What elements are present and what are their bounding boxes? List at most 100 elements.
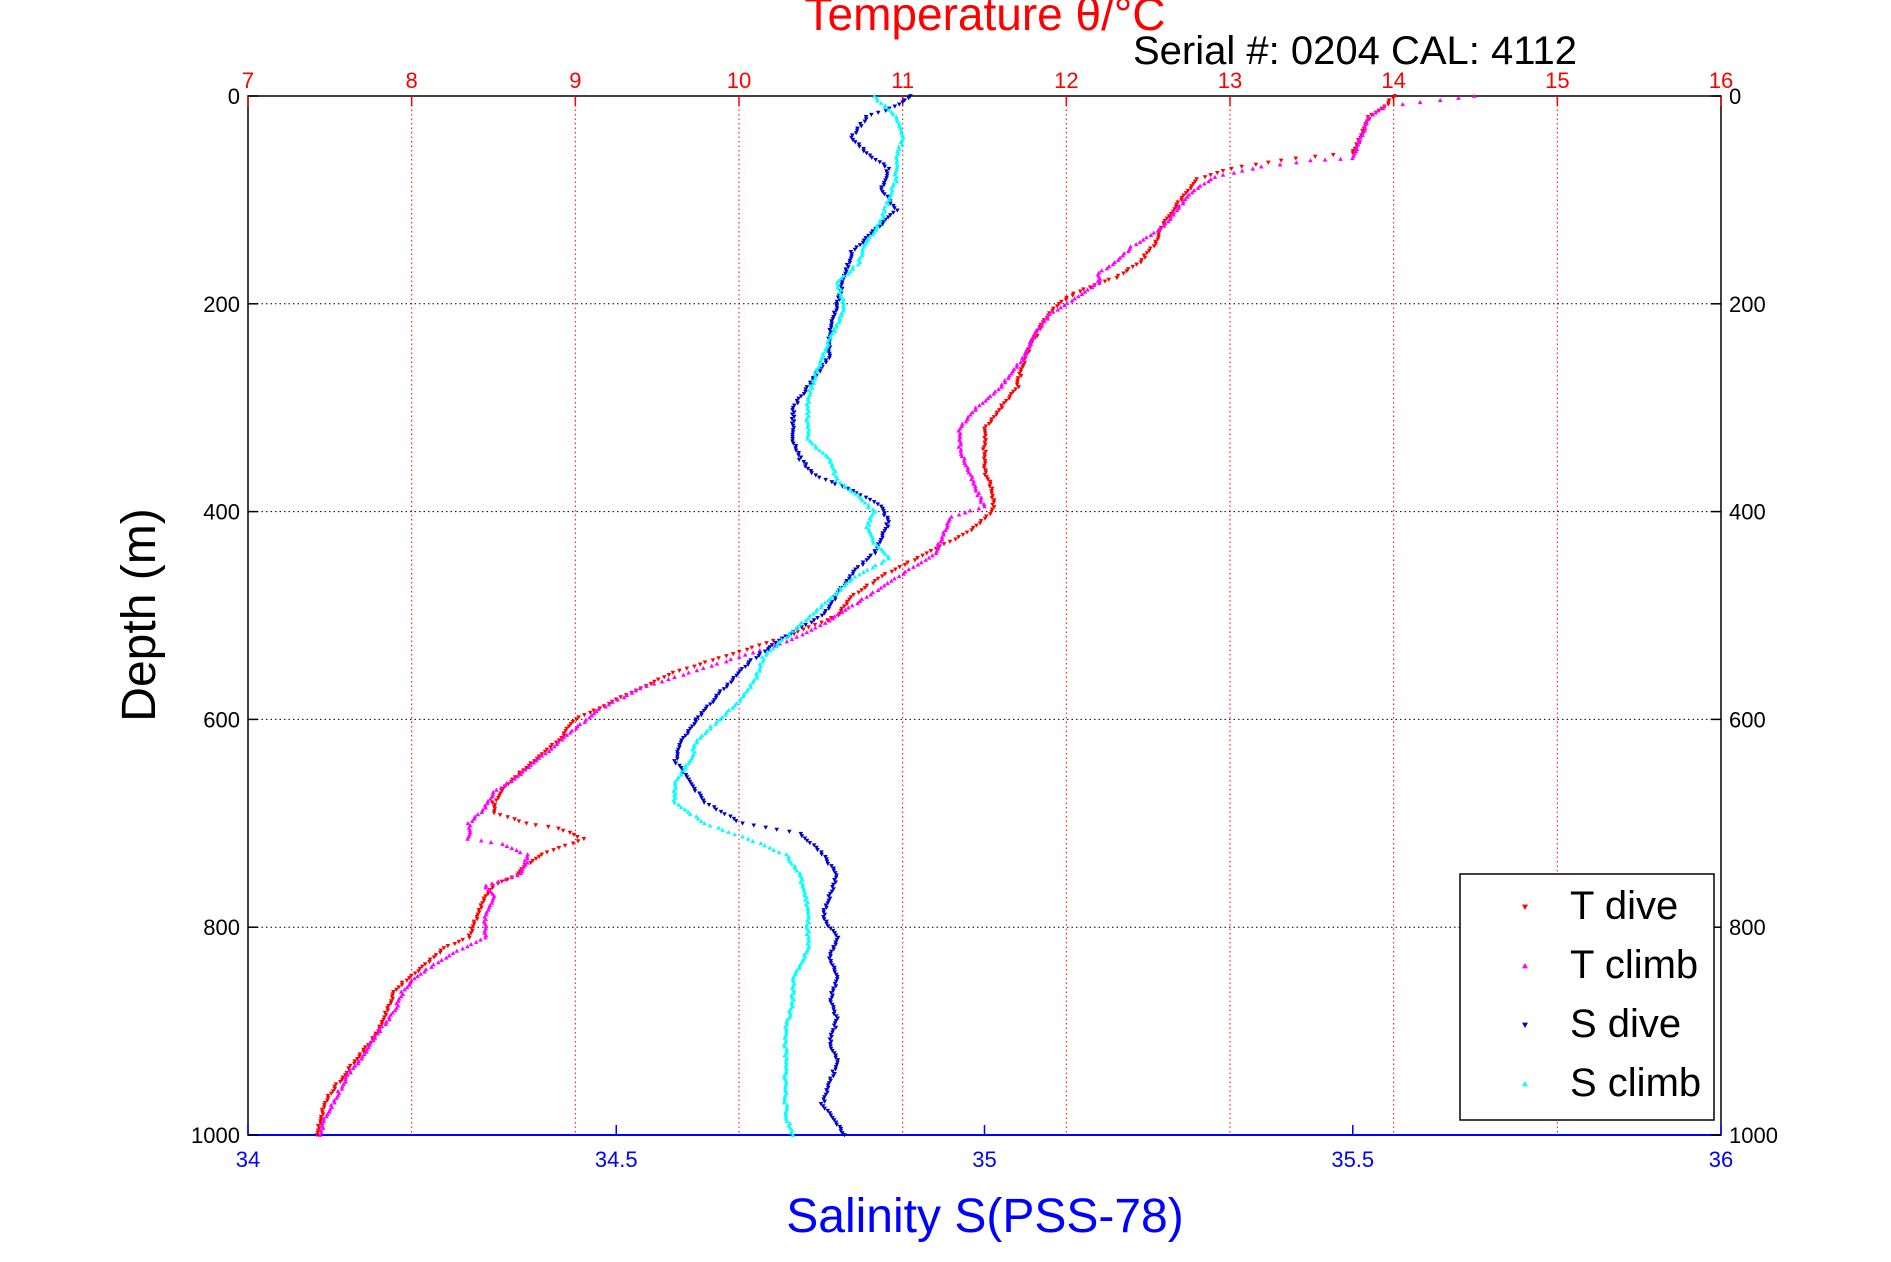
data-point bbox=[1456, 95, 1461, 100]
data-point bbox=[505, 815, 510, 820]
data-point bbox=[678, 766, 684, 771]
data-point bbox=[1020, 357, 1026, 363]
data-point bbox=[770, 638, 776, 644]
data-point bbox=[811, 843, 817, 848]
data-point bbox=[982, 504, 987, 509]
data-point bbox=[830, 884, 835, 890]
data-point bbox=[988, 419, 994, 424]
data-point bbox=[835, 935, 841, 940]
data-point bbox=[859, 498, 865, 503]
data-point bbox=[390, 992, 396, 997]
data-point bbox=[699, 796, 704, 801]
data-point bbox=[867, 153, 873, 158]
data-point bbox=[741, 691, 747, 696]
tick-label-depth-right: 400 bbox=[1729, 500, 1766, 525]
data-point bbox=[692, 789, 698, 794]
data-point bbox=[809, 471, 814, 476]
data-point bbox=[445, 944, 451, 949]
data-point bbox=[1365, 114, 1371, 119]
data-point bbox=[1013, 387, 1018, 392]
data-point bbox=[973, 407, 978, 412]
data-point bbox=[868, 231, 874, 236]
data-point bbox=[710, 658, 716, 663]
data-point bbox=[805, 899, 811, 904]
data-point bbox=[874, 96, 880, 101]
data-point bbox=[782, 1095, 787, 1100]
data-point bbox=[610, 699, 615, 704]
data-point bbox=[973, 483, 978, 489]
data-point bbox=[978, 497, 984, 502]
data-point bbox=[833, 940, 839, 945]
data-point bbox=[848, 269, 853, 274]
data-point bbox=[773, 640, 778, 646]
data-point bbox=[703, 706, 709, 711]
data-point bbox=[829, 889, 835, 894]
data-point bbox=[391, 990, 396, 995]
data-point bbox=[982, 428, 988, 434]
series-s-climb bbox=[671, 93, 906, 1137]
data-point bbox=[866, 527, 872, 532]
data-point bbox=[655, 677, 661, 682]
data-point bbox=[860, 240, 866, 245]
data-point bbox=[528, 762, 533, 767]
data-point bbox=[833, 933, 839, 938]
data-point bbox=[997, 408, 1002, 413]
data-point bbox=[364, 1047, 370, 1052]
data-point bbox=[367, 1040, 373, 1045]
data-point bbox=[798, 394, 804, 399]
data-point bbox=[886, 195, 892, 200]
data-point bbox=[847, 260, 853, 265]
data-point bbox=[460, 946, 465, 951]
data-point bbox=[800, 881, 806, 886]
data-point bbox=[1120, 253, 1126, 258]
data-point bbox=[467, 829, 473, 835]
data-point bbox=[877, 540, 883, 545]
legend-marker bbox=[1522, 1081, 1528, 1087]
data-point bbox=[398, 994, 404, 999]
data-point bbox=[745, 662, 751, 667]
data-point bbox=[716, 691, 722, 696]
data-point bbox=[784, 1102, 790, 1107]
data-point bbox=[835, 285, 841, 290]
data-point bbox=[935, 541, 941, 546]
data-point bbox=[524, 854, 530, 859]
data-point bbox=[1114, 275, 1120, 281]
data-point bbox=[495, 879, 501, 884]
data-point bbox=[346, 1066, 351, 1071]
data-point bbox=[549, 746, 554, 751]
data-point bbox=[701, 665, 706, 671]
data-point bbox=[554, 741, 560, 747]
data-point bbox=[552, 744, 557, 749]
data-point bbox=[728, 680, 734, 685]
data-point bbox=[724, 654, 729, 659]
data-point bbox=[835, 1016, 841, 1021]
data-point bbox=[1278, 158, 1284, 163]
data-point bbox=[476, 910, 482, 915]
data-point bbox=[841, 273, 847, 278]
data-point bbox=[794, 634, 800, 639]
data-point bbox=[864, 583, 870, 588]
data-point bbox=[740, 821, 745, 826]
data-point bbox=[692, 722, 697, 727]
data-point bbox=[884, 522, 889, 527]
data-point bbox=[847, 574, 853, 579]
data-point bbox=[518, 870, 524, 876]
data-point bbox=[782, 1084, 788, 1089]
data-point bbox=[821, 917, 827, 922]
data-point bbox=[1079, 291, 1085, 296]
data-point bbox=[958, 449, 964, 454]
data-point bbox=[857, 259, 863, 265]
data-point bbox=[757, 643, 762, 648]
data-point bbox=[1356, 137, 1362, 142]
data-point bbox=[1015, 378, 1020, 383]
data-point bbox=[399, 983, 405, 988]
data-point bbox=[677, 763, 682, 768]
data-point bbox=[983, 449, 989, 454]
data-point bbox=[685, 809, 691, 814]
data-point bbox=[896, 573, 902, 579]
data-point bbox=[713, 807, 719, 812]
data-point bbox=[792, 866, 798, 871]
data-point bbox=[570, 719, 576, 725]
data-point bbox=[991, 505, 997, 510]
